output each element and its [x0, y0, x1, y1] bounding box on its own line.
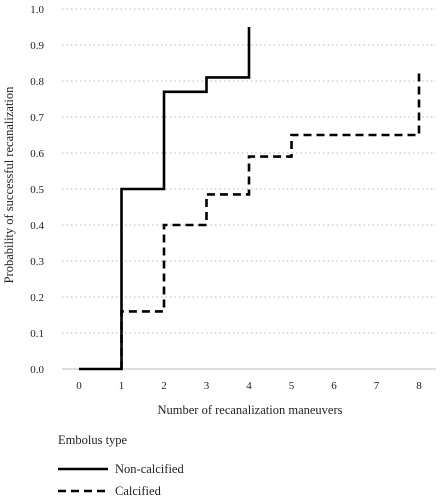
y-tick-label: 0.3	[30, 256, 44, 268]
y-tick-label: 0.5	[30, 184, 44, 196]
y-tick-label: 0.2	[30, 292, 44, 304]
x-tick-label: 8	[416, 380, 422, 392]
x-tick-label: 4	[246, 380, 252, 392]
y-tick-labels: 0.0 0.1 0.2 0.3 0.4 0.5 0.6 0.7 0.8 0.9 1.0	[30, 4, 44, 376]
y-tick-label: 0.1	[30, 328, 44, 340]
x-tick-label: 1	[119, 380, 125, 392]
legend-title: Embolus type	[58, 433, 128, 447]
series-line-calcified	[120, 70, 421, 369]
y-axis-title: Probability of successful recanalization	[2, 86, 16, 284]
y-tick-label: 1.0	[30, 4, 44, 16]
y-tick-label: 0.9	[30, 40, 44, 52]
y-tick-label: 0.4	[30, 220, 44, 232]
y-tick-label: 0.6	[30, 148, 44, 160]
x-tick-label: 7	[374, 380, 380, 392]
legend-label-non-calcified: Non-calcified	[115, 462, 184, 476]
x-tick-label: 2	[161, 380, 167, 392]
x-tick-label: 6	[331, 380, 337, 392]
series-lines	[79, 27, 421, 371]
legend-label-calcified: Calcified	[115, 484, 162, 498]
gridlines	[62, 8, 436, 370]
y-tick-label: 0.0	[30, 364, 44, 376]
x-tick-label: 3	[204, 380, 210, 392]
x-axis-title: Number of recanalization maneuvers	[158, 403, 343, 417]
y-tick-label: 0.8	[30, 76, 44, 88]
x-tick-labels: 0 1 2 3 4 5 6 7 8	[76, 380, 422, 392]
series-line-non-calcified	[79, 27, 251, 371]
y-tick-label: 0.7	[30, 112, 44, 124]
x-tick-label: 0	[76, 380, 82, 392]
x-tick-label: 5	[289, 380, 295, 392]
